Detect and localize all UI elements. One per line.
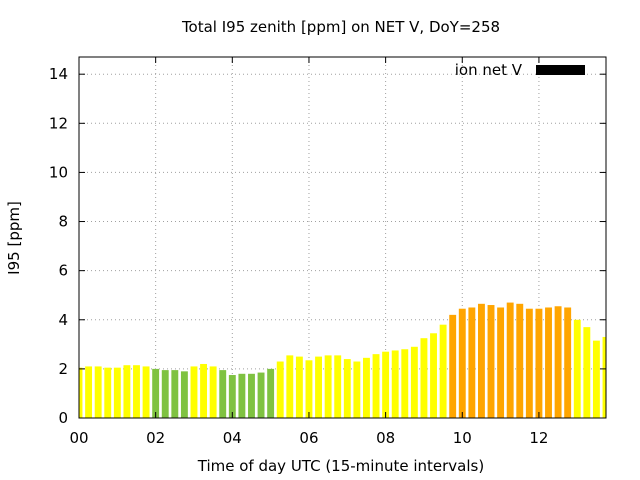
bar [161, 370, 169, 418]
x-tick-label: 06 [299, 429, 318, 447]
bar [219, 370, 227, 418]
bar [286, 355, 294, 418]
bar [382, 351, 390, 418]
bar [209, 366, 217, 418]
bar [343, 359, 351, 418]
bar [200, 363, 208, 418]
y-tick-label: 0 [58, 409, 68, 427]
bar [257, 372, 265, 418]
y-axis: 0 2 4 6 8 10 12 14 [49, 65, 606, 427]
y-tick-label: 14 [49, 65, 68, 83]
bar [573, 319, 581, 418]
x-axis: 00 02 04 06 08 10 12 [69, 57, 548, 447]
bar [439, 324, 447, 418]
y-tick-label: 8 [58, 213, 68, 231]
bar [104, 367, 112, 418]
bar [391, 350, 399, 418]
x-tick-label: 04 [223, 429, 242, 447]
bar [228, 375, 236, 418]
bar [133, 365, 140, 418]
y-tick-label: 12 [49, 114, 68, 132]
y-tick-label: 2 [58, 360, 68, 378]
bar [238, 373, 246, 418]
bar [94, 366, 102, 418]
bar [267, 368, 275, 418]
bar [190, 366, 198, 418]
bar [248, 373, 255, 418]
bar [564, 307, 572, 418]
legend: ion net V [455, 61, 585, 79]
bar [142, 366, 150, 418]
bar [353, 361, 361, 418]
bar [487, 305, 495, 418]
bar [477, 303, 485, 418]
bar [334, 355, 342, 418]
y-tick-label: 10 [49, 163, 68, 181]
legend-swatch [536, 65, 585, 75]
grid-lines [79, 57, 606, 418]
plot-frame [78, 56, 607, 419]
bars [79, 302, 606, 418]
bar [458, 308, 466, 418]
bar [535, 308, 543, 418]
bar [363, 357, 370, 418]
bar [315, 356, 322, 418]
bar [113, 367, 121, 418]
bar [449, 314, 457, 418]
bar [79, 367, 83, 418]
y-tick-label: 6 [58, 262, 68, 280]
bar [525, 308, 533, 418]
bar [420, 338, 428, 418]
bar [545, 307, 552, 418]
y-tick-label: 4 [58, 311, 68, 329]
x-axis-label: Time of day UTC (15-minute intervals) [197, 457, 484, 475]
x-tick-label: 10 [453, 429, 472, 447]
x-tick-label: 12 [529, 429, 548, 447]
bar [430, 333, 437, 418]
y-axis-label: I95 [ppm] [5, 201, 23, 275]
bar [506, 302, 514, 418]
legend-label: ion net V [455, 61, 523, 79]
chart-title: Total I95 zenith [ppm] on NET V, DoY=258 [181, 18, 500, 36]
bar [180, 371, 188, 418]
bar [497, 307, 505, 418]
x-tick-label: 00 [69, 429, 88, 447]
bar [324, 355, 332, 418]
x-tick-label: 02 [146, 429, 165, 447]
bar [123, 365, 131, 418]
bar [410, 346, 418, 418]
bar [583, 327, 591, 418]
bar [468, 307, 476, 418]
bar [516, 303, 524, 418]
bar [372, 354, 380, 418]
bar [602, 336, 606, 418]
bar [401, 349, 409, 418]
x-tick-label: 08 [376, 429, 395, 447]
bar [554, 306, 562, 418]
bar [592, 340, 600, 418]
bar [295, 356, 303, 418]
bar [85, 366, 93, 418]
bar [171, 370, 179, 418]
bar [305, 360, 313, 418]
bar [276, 361, 284, 418]
bar [152, 368, 160, 418]
